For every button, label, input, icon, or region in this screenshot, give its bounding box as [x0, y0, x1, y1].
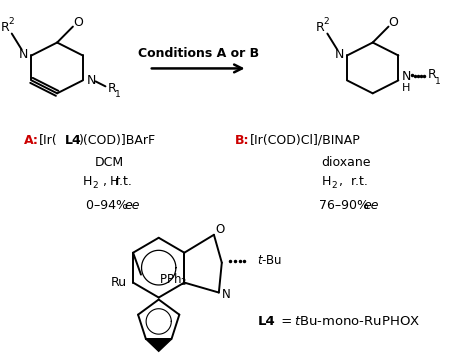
Text: $\it{t}$-Bu: $\it{t}$-Bu: [257, 254, 283, 267]
Text: dioxane: dioxane: [321, 155, 371, 169]
Text: O: O: [389, 16, 398, 29]
Text: N: N: [335, 48, 344, 61]
Text: O: O: [215, 223, 225, 236]
Text: L4: L4: [65, 133, 82, 147]
Text: ,  r.t.: , r.t.: [339, 175, 368, 189]
Text: DCM: DCM: [95, 155, 124, 169]
Text: H: H: [109, 175, 119, 189]
Text: =: =: [277, 315, 297, 328]
Text: 2: 2: [324, 17, 329, 26]
Text: H: H: [83, 175, 92, 189]
Text: )(COD)]BArF: )(COD)]BArF: [79, 133, 156, 147]
Text: 76–90%: 76–90%: [319, 200, 373, 212]
Text: N: N: [401, 70, 411, 83]
Text: 2: 2: [331, 181, 337, 191]
Text: Ru: Ru: [111, 276, 128, 289]
Text: N: N: [222, 288, 231, 301]
Text: 1: 1: [115, 90, 121, 99]
Text: N: N: [87, 74, 96, 87]
Text: R: R: [108, 82, 117, 95]
Text: N: N: [19, 48, 28, 61]
Text: R: R: [428, 68, 436, 81]
Text: $\it{t}$Bu-mono-RuPHOX: $\it{t}$Bu-mono-RuPHOX: [294, 315, 420, 328]
Text: R: R: [0, 21, 9, 34]
Text: H: H: [402, 83, 410, 93]
Text: ,  r.t.: , r.t.: [103, 175, 132, 189]
Text: H: H: [322, 175, 331, 189]
Text: 2: 2: [93, 181, 99, 191]
Text: 2: 2: [8, 17, 14, 26]
Text: [Ir(COD)Cl]/BINAP: [Ir(COD)Cl]/BINAP: [249, 133, 360, 147]
Text: 1: 1: [435, 77, 441, 86]
Text: B:: B:: [235, 133, 249, 147]
Polygon shape: [146, 339, 172, 351]
Text: ee: ee: [124, 200, 140, 212]
Text: A:: A:: [24, 133, 38, 147]
Text: Conditions A or B: Conditions A or B: [137, 47, 259, 60]
Text: O: O: [73, 16, 83, 29]
Text: [Ir(: [Ir(: [38, 133, 57, 147]
Text: ee: ee: [363, 200, 379, 212]
Text: R: R: [316, 21, 325, 34]
Text: 0–94%: 0–94%: [86, 200, 132, 212]
Text: L4: L4: [257, 315, 275, 328]
Text: PPh$_2$: PPh$_2$: [159, 272, 187, 288]
